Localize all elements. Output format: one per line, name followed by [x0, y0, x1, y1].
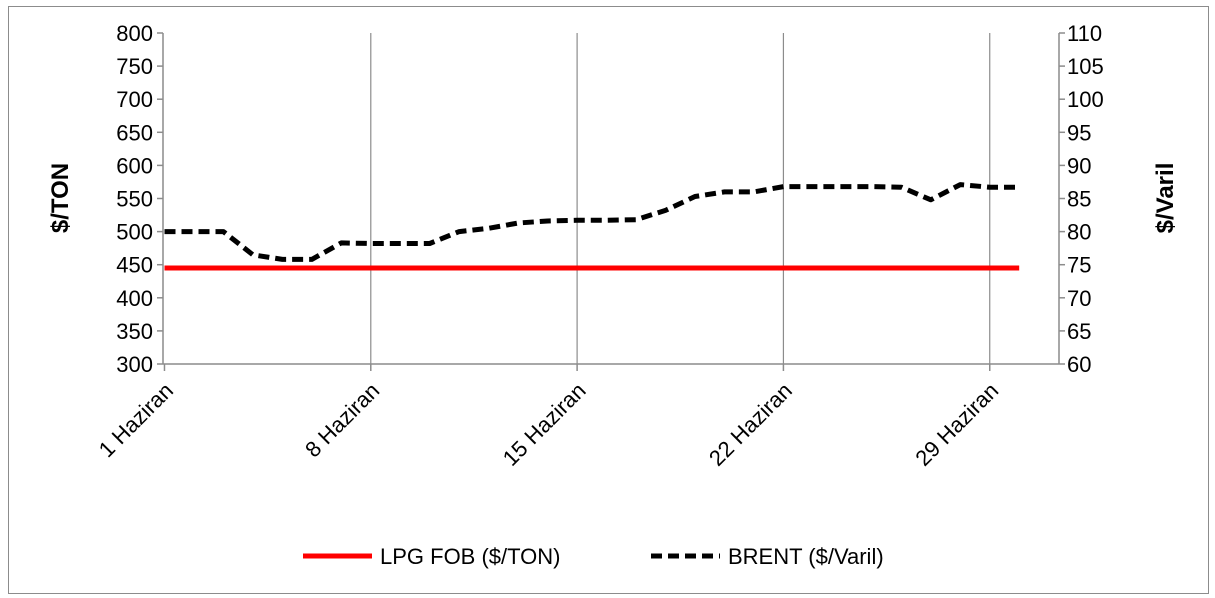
- right-tick-label: 75: [1067, 253, 1091, 278]
- left-tick-label: 700: [116, 87, 153, 112]
- series-line-brent: [164, 182, 1020, 262]
- left-axis-title: $/TON: [47, 163, 74, 233]
- left-tick-label: 500: [116, 220, 153, 245]
- legend-label-brent: BRENT ($/Varil): [728, 544, 884, 569]
- right-tick-label: 60: [1067, 352, 1091, 377]
- left-tick-label: 800: [116, 21, 153, 46]
- left-tick-label: 450: [116, 253, 153, 278]
- right-tick-label: 90: [1067, 153, 1091, 178]
- x-tick-label: 29 Haziran: [910, 378, 1003, 471]
- left-tick-label: 350: [116, 319, 153, 344]
- right-tick-label: 85: [1067, 187, 1091, 212]
- x-axis-ticks: 1 Haziran 8 Haziran 15 Haziran 22 Haziran 29…: [94, 364, 1003, 471]
- right-tick-label: 110: [1067, 21, 1102, 46]
- legend-label-lpg: LPG FOB ($/TON): [380, 544, 561, 569]
- legend: LPG FOB ($/TON) BRENT ($/Varil): [303, 544, 884, 569]
- right-tick-label: 65: [1067, 319, 1091, 344]
- x-tick-label: 1 Haziran: [94, 378, 178, 462]
- left-tick-label: 400: [116, 286, 153, 311]
- x-tick-label: 22 Haziran: [704, 378, 797, 471]
- x-tick-label: 15 Haziran: [498, 378, 591, 471]
- x-tick-label: 8 Haziran: [300, 378, 384, 462]
- left-tick-label: 650: [116, 120, 153, 145]
- right-tick-label: 95: [1067, 120, 1091, 145]
- right-tick-label: 70: [1067, 286, 1091, 311]
- left-tick-label: 300: [116, 352, 153, 377]
- chart-frame: [8, 6, 1209, 594]
- right-axis-title: $/Varil: [1152, 163, 1179, 234]
- series-lines: [164, 182, 1020, 271]
- left-tick-label: 600: [116, 153, 153, 178]
- right-tick-label: 105: [1067, 54, 1104, 79]
- left-tick-label: 550: [116, 187, 153, 212]
- right-tick-label: 100: [1067, 87, 1104, 112]
- left-tick-label: 750: [116, 54, 153, 79]
- right-axis-ticks: 110 105 100 95 90 85 80 75 70 65 60: [1059, 21, 1104, 377]
- left-axis-ticks: 800 750 700 650 600 550 500 450 400 350 300: [116, 21, 163, 377]
- vertical-gridlines: [370, 33, 991, 364]
- right-tick-label: 80: [1067, 220, 1091, 245]
